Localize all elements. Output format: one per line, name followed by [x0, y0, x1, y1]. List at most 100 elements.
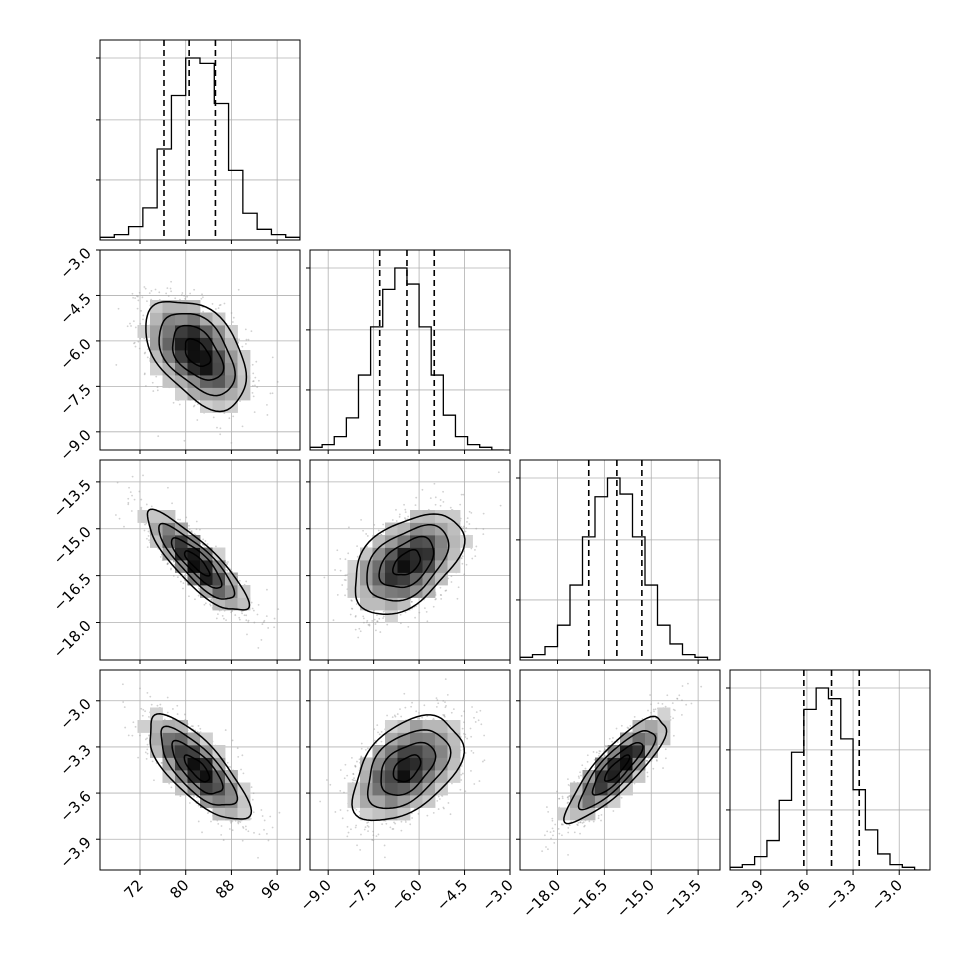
density-cell	[435, 720, 448, 733]
scatter-point	[201, 296, 204, 299]
scatter-point	[579, 821, 582, 824]
scatter-point	[482, 533, 485, 536]
scatter-point	[172, 708, 174, 710]
scatter-point	[140, 707, 143, 710]
scatter-point	[127, 497, 130, 500]
scatter-point	[650, 759, 653, 762]
scatter-point	[197, 820, 200, 823]
scatter-point	[403, 503, 405, 506]
scatter-point	[237, 822, 240, 825]
scatter-point	[460, 493, 463, 496]
contour-line	[171, 324, 225, 381]
scatter-point	[567, 798, 570, 801]
density-cell	[150, 350, 163, 363]
scatter-point	[685, 703, 688, 706]
scatter-point	[650, 711, 652, 714]
scatter-point	[456, 597, 459, 600]
scatter-point	[143, 352, 146, 355]
scatter-point	[392, 828, 395, 830]
scatter-point	[241, 425, 244, 428]
scatter-point	[442, 490, 444, 493]
scatter-point	[470, 749, 473, 752]
scatter-point	[473, 783, 476, 785]
scatter-point	[210, 599, 213, 602]
scatter-point	[256, 386, 259, 389]
scatter-point	[339, 769, 342, 771]
scatter-point	[245, 614, 248, 617]
scatter-point	[432, 811, 435, 814]
scatter-point	[209, 604, 212, 607]
scatter-point	[404, 511, 407, 514]
density-cell	[212, 572, 226, 586]
density-cell	[347, 585, 361, 598]
scatter-point	[241, 345, 244, 348]
scatter-point	[262, 621, 265, 624]
scatter-point	[373, 728, 376, 731]
scatter-point	[252, 380, 254, 383]
scatter-point	[363, 828, 366, 831]
scatter-point	[605, 745, 608, 748]
scatter-point	[404, 518, 407, 521]
density-cell	[435, 510, 448, 523]
scatter-point	[426, 620, 429, 623]
scatter-point	[276, 380, 279, 383]
scatter-point	[646, 771, 649, 774]
scatter-point	[245, 619, 248, 622]
scatter-point	[131, 292, 134, 295]
density-cell	[607, 795, 621, 808]
scatter-point	[404, 821, 407, 823]
scatter-point	[230, 312, 233, 314]
scatter-point	[579, 771, 581, 774]
scatter-point	[464, 736, 467, 738]
scatter-point	[676, 697, 679, 700]
scatter-point	[436, 699, 439, 701]
contour-line	[158, 312, 236, 397]
scatter-point	[444, 678, 447, 681]
scatter-point	[633, 782, 636, 785]
scatter-point	[176, 704, 179, 707]
scatter-point	[231, 739, 234, 742]
scatter-point	[604, 748, 607, 751]
scatter-point	[549, 831, 552, 833]
scatter-point	[273, 617, 276, 620]
scatter-point	[352, 779, 355, 782]
scatter-point	[174, 297, 177, 300]
scatter-point	[375, 629, 377, 632]
scatter-point	[150, 505, 153, 508]
density-cell	[237, 362, 251, 376]
scatter-point	[339, 789, 342, 792]
scatter-point	[220, 833, 223, 836]
scatter-point	[193, 288, 196, 291]
scatter-point	[616, 741, 619, 743]
scatter-point	[645, 759, 648, 762]
scatter-point	[134, 725, 137, 728]
scatter-point	[385, 822, 388, 825]
scatter-point	[646, 775, 649, 778]
scatter-point	[334, 811, 337, 813]
density-cell	[347, 572, 361, 586]
scatter-point	[138, 490, 141, 493]
scatter-point	[429, 497, 432, 500]
density-cell	[175, 362, 188, 376]
scatter-point	[166, 711, 169, 714]
scatter-point	[226, 761, 229, 764]
x-tick-label: −3.3	[821, 876, 859, 914]
scatter-point	[231, 829, 234, 832]
scatter-point	[438, 798, 441, 800]
scatter-point	[461, 562, 464, 565]
scatter-point	[389, 826, 392, 829]
scatter-point	[583, 825, 586, 828]
scatter-point	[256, 613, 259, 616]
scatter-point	[200, 297, 203, 300]
x-tick-label: −4.5	[433, 876, 471, 914]
scatter-point	[360, 742, 363, 745]
scatter-point	[344, 594, 346, 597]
scatter-point	[597, 817, 600, 820]
scatter-point	[386, 714, 388, 717]
scatter-point	[172, 560, 175, 563]
scatter-point	[399, 622, 402, 625]
density-cell	[460, 535, 473, 548]
scatter-point	[343, 791, 345, 794]
scatter-point	[237, 288, 240, 291]
scatter-point	[147, 715, 150, 718]
